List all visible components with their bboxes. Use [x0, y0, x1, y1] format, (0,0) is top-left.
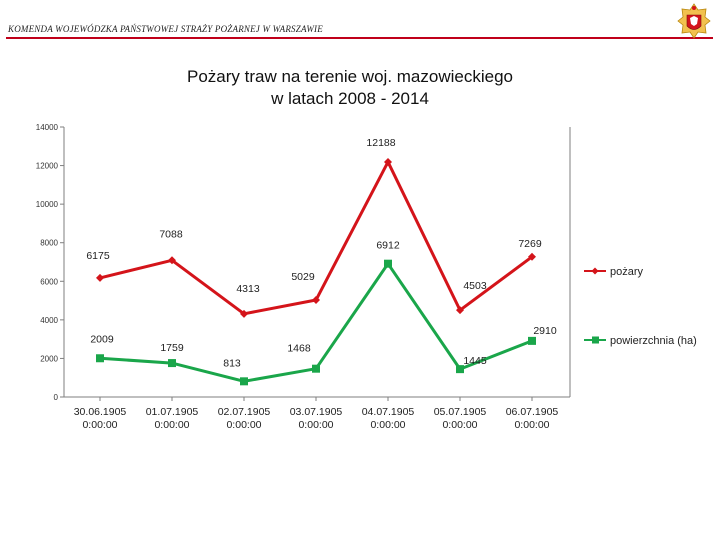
y-tick-label: 10000 — [36, 200, 59, 209]
data-label: 6175 — [86, 250, 110, 262]
data-label: 4503 — [463, 280, 487, 292]
legend-marker — [591, 267, 599, 275]
data-label: 2910 — [533, 325, 557, 337]
y-tick-label: 12000 — [36, 162, 59, 171]
fire-service-emblem-icon — [677, 3, 711, 39]
x-tick-label: 01.07.1905 — [146, 406, 199, 418]
x-tick-label: 04.07.1905 — [362, 406, 415, 418]
chart-title-line-1: Pożary traw na terenie woj. mazowieckieg… — [187, 67, 513, 86]
x-tick-label: 0:00:00 — [82, 419, 117, 431]
legend-label: powierzchnia (ha) — [610, 335, 697, 347]
x-tick-label: 0:00:00 — [226, 419, 261, 431]
y-tick-label: 0 — [54, 393, 59, 402]
data-label: 813 — [223, 357, 241, 369]
y-tick-label: 14000 — [36, 123, 59, 132]
organization-header: KOMENDA WOJEWÓDZKA PAŃSTWOWEJ STRAŻY POŻ… — [8, 24, 323, 34]
legend-marker — [592, 336, 599, 344]
data-label: 6912 — [376, 240, 400, 252]
series-point-square — [96, 354, 104, 363]
x-tick-label: 05.07.1905 — [434, 406, 487, 418]
x-tick-label: 02.07.1905 — [218, 406, 271, 418]
series-point-diamond — [312, 296, 320, 305]
series-point-diamond — [528, 252, 536, 261]
x-tick-label: 30.06.1905 — [74, 406, 127, 418]
series-point-square — [384, 259, 392, 268]
x-tick-label: 06.07.1905 — [506, 406, 559, 418]
data-label: 2009 — [90, 333, 114, 345]
x-tick-label: 03.07.1905 — [290, 406, 343, 418]
data-label: 5029 — [291, 271, 315, 283]
y-tick-label: 4000 — [40, 316, 58, 325]
data-label: 12188 — [366, 137, 395, 149]
x-tick-label: 0:00:00 — [298, 419, 333, 431]
y-tick-label: 8000 — [40, 239, 58, 248]
x-tick-label: 0:00:00 — [442, 419, 477, 431]
header-rule — [6, 37, 713, 39]
x-tick-label: 0:00:00 — [154, 419, 189, 431]
series-point-square — [240, 377, 248, 386]
data-label: 1445 — [463, 355, 487, 367]
series-point-square — [528, 336, 536, 345]
series-point-diamond — [96, 273, 104, 282]
series-point-diamond — [384, 157, 392, 166]
x-tick-label: 0:00:00 — [370, 419, 405, 431]
y-tick-label: 6000 — [40, 277, 58, 286]
series-point-diamond — [168, 256, 176, 265]
series-point-square — [312, 364, 320, 373]
series-point-square — [456, 365, 464, 374]
legend-label: pożary — [610, 266, 644, 278]
chart-title-line-2: w latach 2008 - 2014 — [271, 89, 429, 108]
data-label: 7088 — [159, 228, 183, 240]
series-point-square — [168, 359, 176, 368]
series-point-diamond — [240, 309, 248, 318]
y-tick-label: 2000 — [40, 354, 58, 363]
x-tick-label: 0:00:00 — [514, 419, 549, 431]
data-label: 7269 — [518, 238, 542, 250]
data-label: 4313 — [236, 283, 260, 295]
data-label: 1759 — [160, 342, 184, 354]
data-label: 1468 — [287, 343, 311, 355]
chart-title: Pożary traw na terenie woj. mazowieckieg… — [110, 66, 590, 110]
series-point-diamond — [456, 306, 464, 315]
